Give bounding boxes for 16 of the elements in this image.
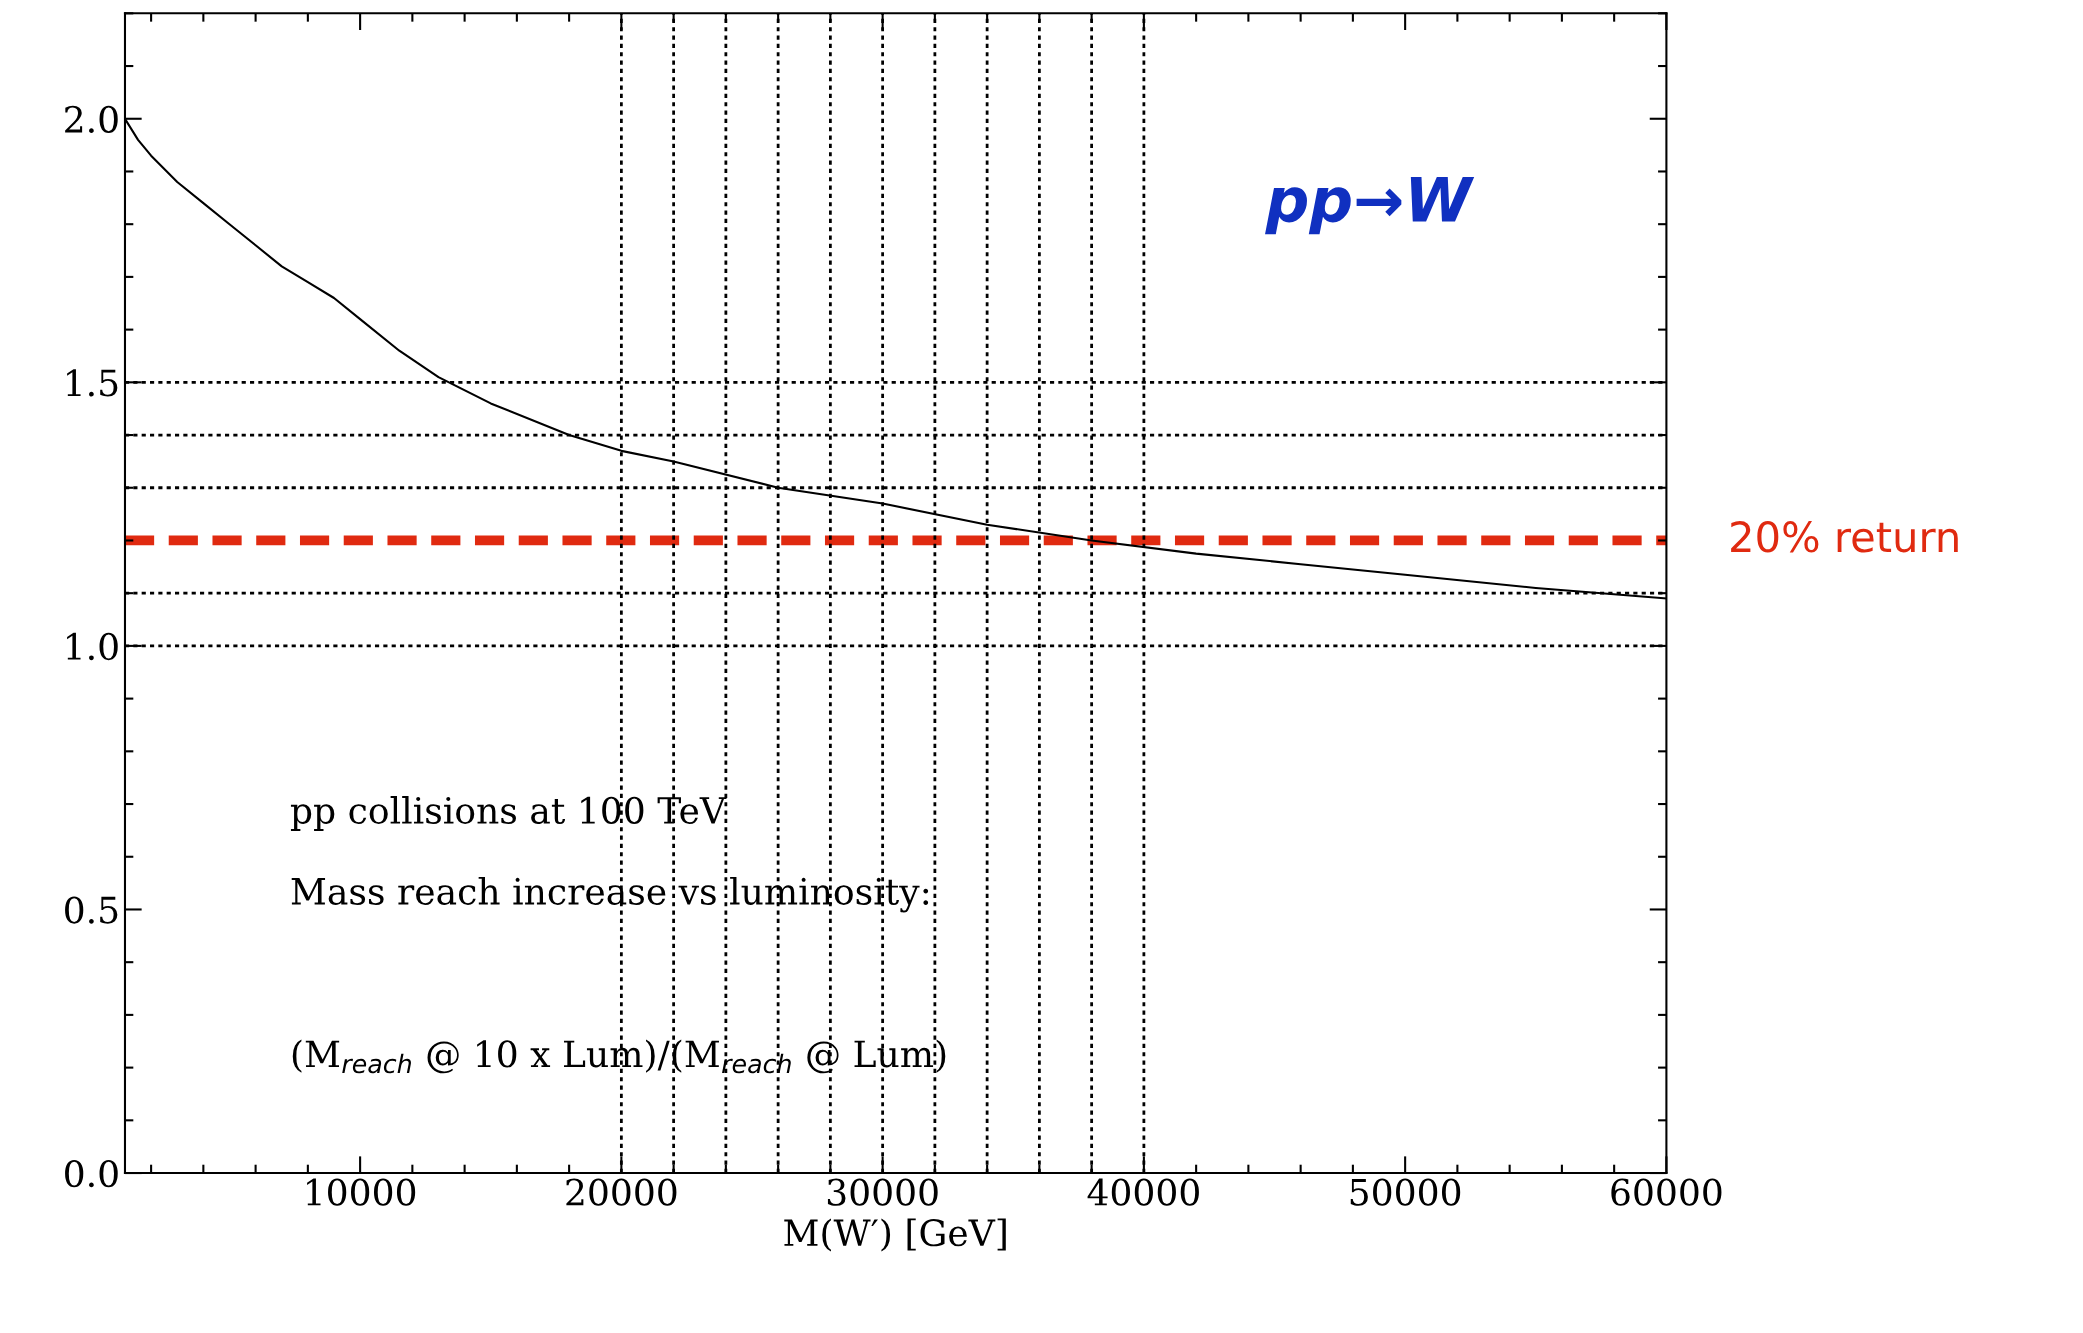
- x-axis-title: M(W′) [GeV]: [784, 1218, 1006, 1252]
- y-tick-label: 1.5: [67, 369, 118, 397]
- x-tick-label: 10000: [307, 1178, 416, 1206]
- x-tick-label: 50000: [1350, 1178, 1461, 1206]
- annotation: pp collisions at 100 TeV: [290, 796, 727, 831]
- y-tick-label: 1.0: [67, 632, 118, 661]
- y-tick-label: 0.0: [65, 1159, 118, 1188]
- x-tick-label: 60000: [1611, 1178, 1722, 1206]
- annotation: pp→W: [1265, 176, 1475, 235]
- x-tick-label: 40000: [1087, 1178, 1199, 1206]
- x-tick-label: 20000: [566, 1178, 677, 1206]
- y-tick-label: 2.0: [65, 105, 118, 133]
- x-tick-label: 30000: [827, 1178, 938, 1206]
- y-tick-label: 0.5: [65, 896, 118, 924]
- ref-line-label: 20% return: [1731, 521, 1958, 553]
- annotation: Mass reach increase vs luminosity:: [291, 876, 929, 913]
